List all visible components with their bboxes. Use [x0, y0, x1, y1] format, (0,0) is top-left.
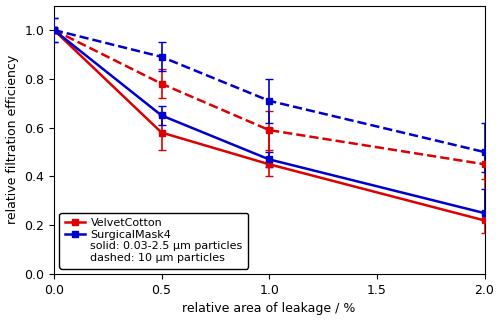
Legend: VelvetCotton, SurgicalMask4, solid: 0.03-2.5 µm particles, dashed: 10 µm particl: VelvetCotton, SurgicalMask4, solid: 0.03… [60, 213, 248, 269]
X-axis label: relative area of leakage / %: relative area of leakage / % [182, 302, 356, 316]
Y-axis label: relative filtration efficiency: relative filtration efficiency [6, 55, 18, 224]
